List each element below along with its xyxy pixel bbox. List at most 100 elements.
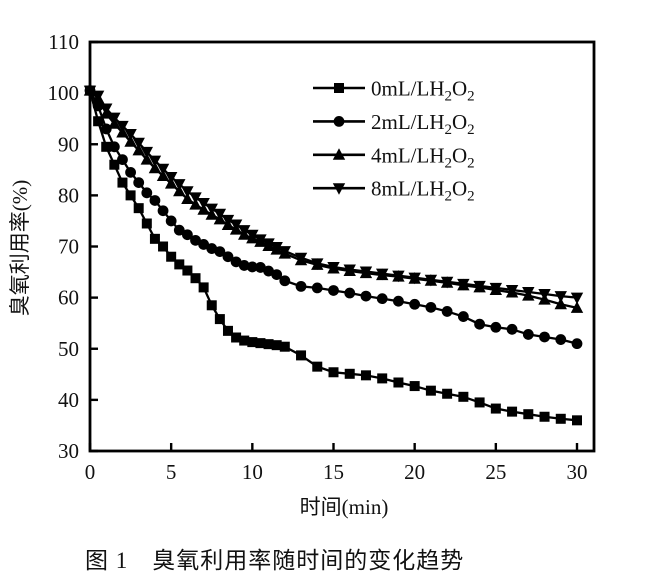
triangle-up-marker: [148, 161, 162, 174]
square-marker: [214, 314, 225, 325]
circle-marker: [222, 251, 234, 263]
circle-marker: [457, 311, 469, 322]
legend: 0mL/LH2O2 2mL/LH2O2 4mL/LH2O2 8mL/LH2O2: [313, 77, 475, 205]
series-group: [83, 83, 584, 426]
triangle-down-marker: [148, 155, 162, 168]
x-tick-label: 20: [404, 460, 425, 484]
legend-item-0mL-LH2O2: 0mL/LH2O2: [313, 77, 475, 105]
circle-marker: [490, 321, 502, 333]
circle-marker: [173, 224, 185, 236]
square-marker: [166, 251, 177, 262]
triangle-down-marker: [246, 229, 259, 242]
triangle-down-marker: [91, 90, 105, 103]
square-marker: [409, 381, 420, 392]
circle-marker: [539, 331, 550, 343]
circle-marker: [238, 260, 250, 271]
circle-marker: [117, 154, 128, 165]
y-tick-label: 50: [58, 337, 79, 361]
x-axis: 0 5 10 15 20 25 30: [85, 443, 588, 484]
x-tick-label: 30: [567, 460, 588, 484]
triangle-down-marker: [489, 282, 503, 295]
circle-marker: [157, 205, 169, 217]
triangle-down-marker: [424, 274, 438, 287]
triangle-up-marker: [140, 152, 154, 165]
legend-marker: [333, 116, 345, 127]
triangle-up-marker: [554, 297, 567, 310]
circle-marker: [571, 338, 583, 350]
square-marker: [344, 368, 355, 379]
y-tick-label: 100: [48, 81, 80, 105]
triangle-down-marker: [262, 238, 275, 251]
triangle-down-marker: [254, 234, 267, 246]
x-tick-label: 0: [85, 460, 96, 484]
y-axis-title: 臭氧利用率(%): [8, 180, 32, 316]
x-tick-label: 25: [485, 460, 506, 484]
circle-marker: [230, 256, 242, 268]
circle-marker: [522, 329, 534, 340]
circle-marker: [165, 215, 177, 227]
circle-marker: [149, 195, 161, 206]
triangle-down-marker: [221, 214, 235, 227]
triangle-up-marker: [181, 192, 194, 204]
triangle-up-marker: [570, 301, 584, 313]
triangle-down-marker: [100, 103, 113, 116]
square-marker: [271, 340, 282, 351]
square-marker: [255, 338, 266, 349]
square-marker: [360, 370, 371, 381]
triangle-down-marker: [359, 266, 373, 279]
triangle-down-marker: [189, 192, 202, 205]
square-marker: [296, 350, 307, 361]
y-tick-label: 90: [58, 132, 79, 156]
circle-marker: [555, 334, 567, 345]
series-2mL-LH2O2: [84, 85, 583, 350]
circle-marker: [279, 275, 291, 287]
circle-marker: [506, 323, 518, 335]
triangle-down-marker: [197, 198, 210, 210]
y-tick-label: 80: [58, 183, 79, 207]
legend-label: 8mL/LH2O2: [371, 177, 475, 205]
triangle-down-marker: [570, 292, 584, 305]
square-marker: [263, 339, 274, 350]
square-marker: [377, 373, 388, 384]
square-marker: [523, 409, 534, 420]
triangle-down-marker: [278, 246, 291, 258]
triangle-down-marker: [311, 258, 324, 270]
legend-item-2mL-LH2O2: 2mL/LH2O2: [313, 110, 475, 138]
triangle-down-marker: [108, 112, 121, 125]
square-marker: [490, 403, 501, 414]
triangle-down-marker: [205, 203, 218, 216]
triangle-down-marker: [213, 208, 227, 221]
triangle-down-marker: [457, 278, 470, 291]
legend-item-8mL-LH2O2: 8mL/LH2O2: [313, 177, 475, 205]
square-marker: [458, 391, 469, 402]
triangle-down-marker: [229, 219, 243, 232]
triangle-down-marker: [538, 289, 551, 301]
triangle-down-marker: [164, 171, 178, 184]
series-line: [89, 89, 578, 309]
y-tick-label: 60: [58, 286, 79, 310]
legend-label: 2mL/LH2O2: [371, 110, 475, 138]
triangle-down-marker: [376, 268, 389, 281]
square-marker: [312, 361, 323, 372]
triangle-down-marker: [132, 137, 145, 150]
square-marker: [555, 413, 566, 424]
square-marker: [239, 335, 250, 346]
square-marker: [141, 218, 152, 229]
square-marker: [507, 406, 518, 417]
square-marker: [231, 332, 242, 343]
legend-label: 4mL/LH2O2: [371, 143, 475, 171]
y-axis: 30 40 50 60 70 80 90 100 110: [48, 30, 98, 463]
circle-marker: [133, 177, 145, 188]
triangle-down-marker: [140, 146, 154, 159]
square-marker: [425, 385, 436, 396]
circle-marker: [360, 290, 372, 302]
circle-marker: [311, 282, 323, 294]
triangle-down-marker: [440, 276, 454, 289]
circle-marker: [441, 306, 453, 317]
triangle-down-marker: [392, 270, 405, 283]
y-tick-label: 30: [58, 439, 79, 463]
triangle-up-marker: [132, 143, 145, 156]
circle-marker: [263, 265, 274, 277]
circle-marker: [100, 123, 112, 135]
